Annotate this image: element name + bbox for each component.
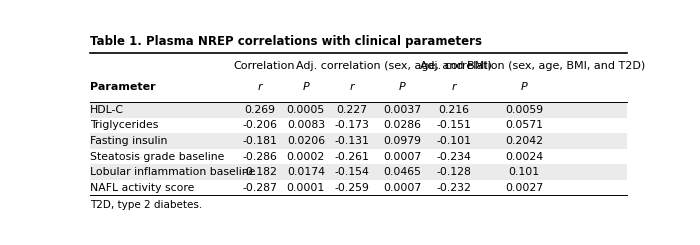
Text: P: P xyxy=(399,82,405,92)
Bar xyxy=(90,133,627,149)
Text: Parameter: Parameter xyxy=(90,82,156,92)
Bar xyxy=(90,164,627,180)
Text: Correlation: Correlation xyxy=(233,61,295,72)
Text: -0.181: -0.181 xyxy=(242,136,277,146)
Text: -0.131: -0.131 xyxy=(335,136,370,146)
Text: 0.0002: 0.0002 xyxy=(287,151,325,161)
Text: -0.128: -0.128 xyxy=(436,167,471,177)
Text: 0.216: 0.216 xyxy=(438,105,469,115)
Text: r: r xyxy=(452,82,456,92)
Text: -0.151: -0.151 xyxy=(436,120,471,130)
Text: 0.2042: 0.2042 xyxy=(505,136,543,146)
Text: Fasting insulin: Fasting insulin xyxy=(90,136,167,146)
Text: r: r xyxy=(258,82,262,92)
Text: 0.0007: 0.0007 xyxy=(383,183,421,193)
Text: 0.0037: 0.0037 xyxy=(383,105,421,115)
Text: -0.287: -0.287 xyxy=(242,183,277,193)
Text: 0.0571: 0.0571 xyxy=(505,120,543,130)
Text: -0.101: -0.101 xyxy=(436,136,471,146)
Text: 0.0979: 0.0979 xyxy=(383,136,421,146)
Text: Triglycerides: Triglycerides xyxy=(90,120,159,130)
Text: HDL-C: HDL-C xyxy=(90,105,124,115)
Text: P: P xyxy=(521,82,528,92)
Text: 0.0206: 0.0206 xyxy=(287,136,325,146)
Text: 0.0005: 0.0005 xyxy=(287,105,325,115)
Text: Adj. correlation (sex, age, and BMI): Adj. correlation (sex, age, and BMI) xyxy=(296,61,492,72)
Text: -0.261: -0.261 xyxy=(335,151,370,161)
Text: 0.227: 0.227 xyxy=(337,105,368,115)
Text: Table 1. Plasma NREP correlations with clinical parameters: Table 1. Plasma NREP correlations with c… xyxy=(90,35,482,48)
Text: NAFL activity score: NAFL activity score xyxy=(90,183,195,193)
Text: -0.234: -0.234 xyxy=(436,151,471,161)
Text: -0.232: -0.232 xyxy=(436,183,471,193)
Text: 0.0174: 0.0174 xyxy=(287,167,325,177)
Text: Steatosis grade baseline: Steatosis grade baseline xyxy=(90,151,225,161)
Text: 0.269: 0.269 xyxy=(244,105,275,115)
Text: Adj. correlation (sex, age, BMI, and T2D): Adj. correlation (sex, age, BMI, and T2D… xyxy=(420,61,645,72)
Text: T2D, type 2 diabetes.: T2D, type 2 diabetes. xyxy=(90,200,202,210)
Text: -0.286: -0.286 xyxy=(242,151,277,161)
Text: 0.0286: 0.0286 xyxy=(383,120,421,130)
Text: Lobular inflammation baseline: Lobular inflammation baseline xyxy=(90,167,256,177)
Text: -0.154: -0.154 xyxy=(335,167,370,177)
Text: 0.0024: 0.0024 xyxy=(505,151,543,161)
Text: -0.182: -0.182 xyxy=(242,167,277,177)
Text: 0.101: 0.101 xyxy=(509,167,540,177)
Text: -0.173: -0.173 xyxy=(335,120,370,130)
Text: 0.0465: 0.0465 xyxy=(383,167,421,177)
Text: -0.206: -0.206 xyxy=(242,120,277,130)
Text: 0.0007: 0.0007 xyxy=(383,151,421,161)
Text: r: r xyxy=(350,82,354,92)
Bar xyxy=(90,102,627,118)
Text: 0.0027: 0.0027 xyxy=(505,183,543,193)
Text: 0.0059: 0.0059 xyxy=(505,105,543,115)
Text: 0.0001: 0.0001 xyxy=(287,183,325,193)
Text: 0.0083: 0.0083 xyxy=(287,120,325,130)
Text: -0.259: -0.259 xyxy=(335,183,370,193)
Text: P: P xyxy=(302,82,309,92)
